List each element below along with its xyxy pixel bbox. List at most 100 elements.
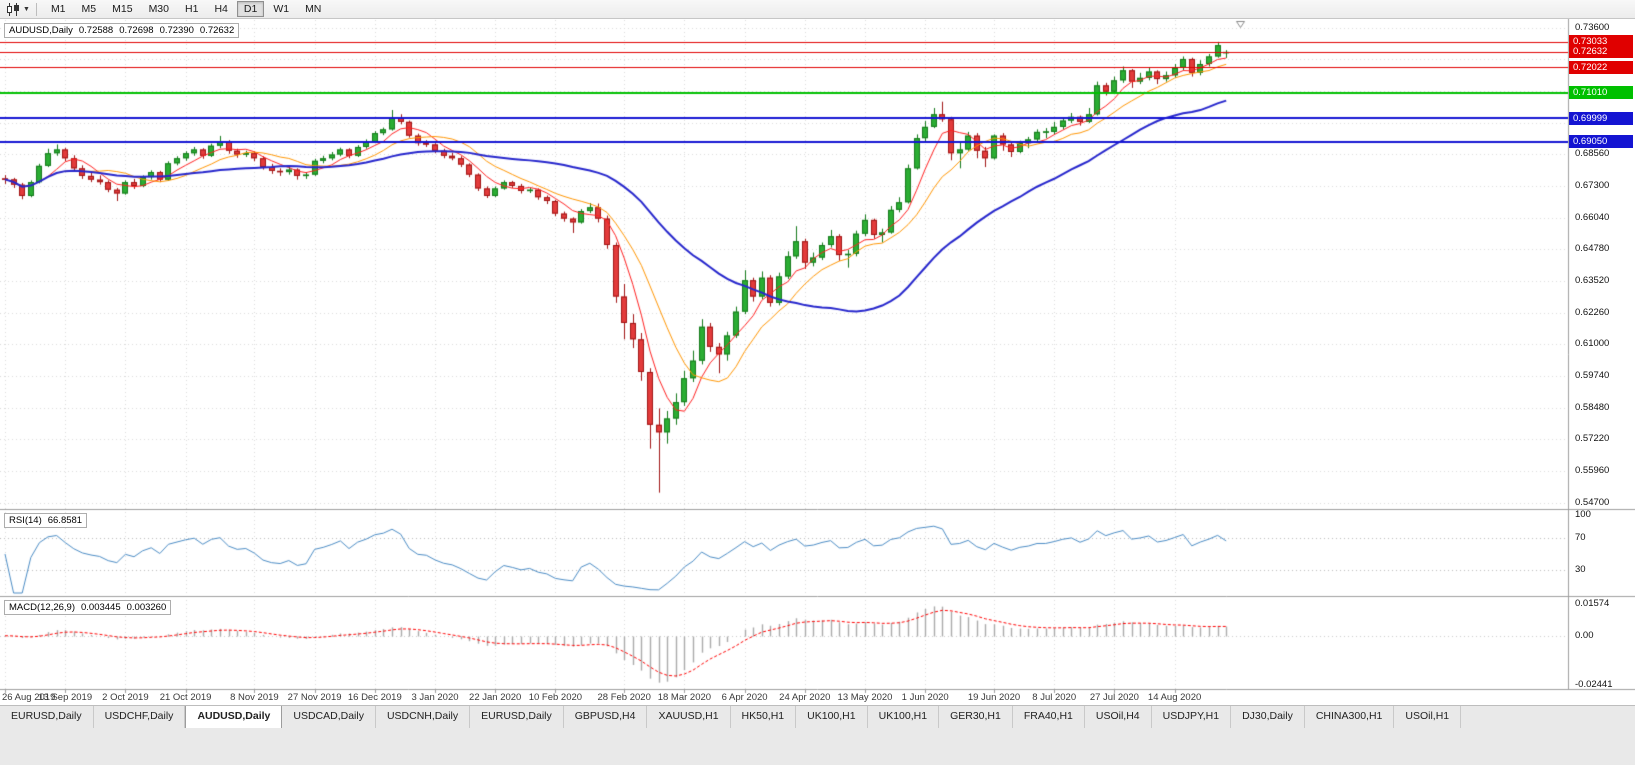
price-axis[interactable]: 0.73600 0.68560 0.67300 0.66040 0.64780 0.635… — [1569, 19, 1635, 690]
chart-low-value: 0.72390 — [159, 25, 194, 36]
tab-eurusd-daily-1[interactable]: EURUSD,Daily — [0, 706, 94, 728]
date-label: 10 Feb 2020 — [528, 692, 583, 703]
date-label: 6 Apr 2020 — [721, 692, 768, 703]
tab-label: USOil,H4 — [1095, 710, 1140, 722]
tab-xauusd-h1[interactable]: XAUUSD,H1 — [647, 706, 731, 728]
tab-uk100-h1-1[interactable]: UK100,H1 — [796, 706, 868, 728]
date-label: 2 Oct 2019 — [102, 692, 149, 703]
rsi-tick-label: 30 — [1575, 563, 1586, 575]
rsi-tick-label: 70 — [1575, 532, 1586, 544]
tab-hk50-h1[interactable]: HK50,H1 — [730, 706, 797, 728]
date-label: 27 Nov 2019 — [287, 692, 342, 703]
time-axis[interactable]: 26 Aug 2019 13 Sep 2019 2 Oct 2019 21 Oct 2… — [0, 690, 1569, 705]
timeframe-toolbar: ▼ M1 M5 M15 M30 H1 H4 D1 W1 MN — [0, 0, 1635, 19]
timeframe-button-m15[interactable]: M15 — [105, 1, 139, 17]
macd-tick-label: 0.01574 — [1575, 598, 1610, 609]
price-tick-label: 0.57220 — [1575, 433, 1610, 445]
tab-label: USDCNH,Daily — [386, 710, 459, 722]
price-tick-label: 0.66040 — [1575, 211, 1610, 223]
timeframe-button-m30[interactable]: M30 — [142, 1, 176, 17]
chart-type-candlestick-button[interactable]: ▼ — [4, 1, 32, 18]
price-level-badge: 0.71010 — [1569, 86, 1633, 100]
toolbar-separator — [35, 2, 37, 16]
macd-tick-label: 0.00 — [1575, 629, 1594, 641]
price-level-badge: 0.72022 — [1569, 60, 1633, 74]
chart-symbol-label: AUDUSD,Daily — [9, 25, 73, 36]
price-tick-label: 0.55960 — [1575, 465, 1610, 477]
tab-label: USDCAD,Daily — [293, 710, 364, 722]
tab-fra40-h1[interactable]: FRA40,H1 — [1012, 706, 1085, 728]
tab-china300-h1[interactable]: CHINA300,H1 — [1304, 706, 1395, 728]
tab-usdcnh-daily[interactable]: USDCNH,Daily — [375, 706, 471, 728]
chart-canvas[interactable] — [0, 19, 1635, 705]
tab-audusd-daily[interactable]: AUDUSD,Daily — [185, 706, 283, 728]
macd-signal-value: 0.003260 — [126, 602, 167, 613]
tab-usoil-h1[interactable]: USOil,H1 — [1394, 706, 1462, 728]
tab-label: XAUUSD,H1 — [658, 710, 719, 722]
tab-label: USOil,H1 — [1405, 710, 1450, 722]
tab-label: EURUSD,Daily — [481, 710, 552, 722]
timeframe-button-mn[interactable]: MN — [298, 1, 328, 17]
rsi-value: 66.8581 — [47, 515, 83, 526]
date-label: 8 Jul 2020 — [1032, 692, 1077, 703]
date-label: 24 Apr 2020 — [779, 692, 831, 703]
timeframe-button-h1[interactable]: H1 — [178, 1, 205, 17]
price-level-badge: 0.69999 — [1569, 111, 1633, 125]
chart-high-value: 0.72698 — [119, 25, 154, 36]
tab-label: DJ30,Daily — [1242, 710, 1293, 722]
macd-indicator-label: MACD(12,26,9) 0.003445 0.003260 — [4, 600, 172, 615]
tab-label: HK50,H1 — [741, 710, 785, 722]
date-label: 3 Jan 2020 — [411, 692, 459, 703]
rsi-tick-label: 100 — [1575, 509, 1591, 520]
price-tick-label: 0.73600 — [1575, 21, 1610, 33]
price-tick-label: 0.61000 — [1575, 338, 1610, 350]
date-label: 28 Feb 2020 — [597, 692, 651, 703]
tab-label: UK100,H1 — [878, 710, 928, 722]
tab-usdcad-daily[interactable]: USDCAD,Daily — [282, 706, 376, 728]
chart-open-value: 0.72588 — [78, 25, 114, 36]
candlestick-icon — [7, 2, 19, 16]
tab-label: GBPUSD,H4 — [574, 710, 636, 722]
timeframe-button-m5[interactable]: M5 — [75, 1, 104, 17]
chevron-down-icon: ▼ — [23, 5, 30, 13]
rsi-name: RSI(14) — [9, 515, 42, 526]
timeframe-button-w1[interactable]: W1 — [266, 1, 296, 17]
tab-usdchf-daily[interactable]: USDCHF,Daily — [93, 706, 186, 728]
date-label: 22 Jan 2020 — [469, 692, 522, 703]
date-label: 13 Sep 2019 — [38, 692, 93, 703]
price-tick-label: 0.54700 — [1575, 496, 1610, 508]
tab-ger30-h1[interactable]: GER30,H1 — [939, 706, 1013, 728]
date-label: 14 Aug 2020 — [1147, 692, 1202, 703]
tab-label: GER30,H1 — [950, 710, 1001, 722]
date-label: 18 Mar 2020 — [657, 692, 712, 703]
tab-usoil-h4[interactable]: USOil,H4 — [1084, 706, 1152, 728]
macd-name: MACD(12,26,9) — [9, 602, 75, 613]
date-label: 19 Jun 2020 — [967, 692, 1021, 703]
tab-dj30-daily[interactable]: DJ30,Daily — [1231, 706, 1305, 728]
timeframe-button-d1[interactable]: D1 — [236, 1, 265, 17]
date-label: 13 May 2020 — [837, 692, 893, 703]
rsi-indicator-label: RSI(14) 66.8581 — [4, 513, 88, 528]
price-tick-label: 0.58480 — [1575, 401, 1610, 413]
chart-close-value: 0.72632 — [199, 25, 235, 36]
tab-usdjpy-h1[interactable]: USDJPY,H1 — [1151, 706, 1232, 728]
date-label: 27 Jul 2020 — [1089, 692, 1139, 703]
tab-eurusd-daily-2[interactable]: EURUSD,Daily — [470, 706, 564, 728]
timeframe-button-m1[interactable]: M1 — [44, 1, 73, 17]
tab-uk100-h1-2[interactable]: UK100,H1 — [867, 706, 940, 728]
chart-tabbar: EURUSD,Daily USDCHF,Daily AUDUSD,Daily U… — [0, 705, 1635, 765]
date-label: 8 Nov 2019 — [230, 692, 279, 703]
tab-gbpusd-h4[interactable]: GBPUSD,H4 — [563, 706, 648, 728]
timeframe-button-h4[interactable]: H4 — [207, 1, 234, 17]
price-tick-label: 0.62260 — [1575, 306, 1610, 318]
date-label: 16 Dec 2019 — [347, 692, 402, 703]
date-label: 1 Jun 2020 — [901, 692, 949, 703]
tab-label: UK100,H1 — [807, 710, 856, 722]
price-tick-label: 0.67300 — [1575, 179, 1610, 191]
tab-label: CHINA300,H1 — [1315, 710, 1383, 722]
tab-label: FRA40,H1 — [1023, 710, 1073, 722]
price-level-badge: 0.69050 — [1569, 135, 1633, 149]
tab-label: USDCHF,Daily — [104, 710, 174, 722]
chart-ohlc-label: AUDUSD,Daily 0.72588 0.72698 0.72390 0.72632 — [4, 23, 240, 38]
date-label: 26 Aug 2019 — [2, 692, 56, 703]
